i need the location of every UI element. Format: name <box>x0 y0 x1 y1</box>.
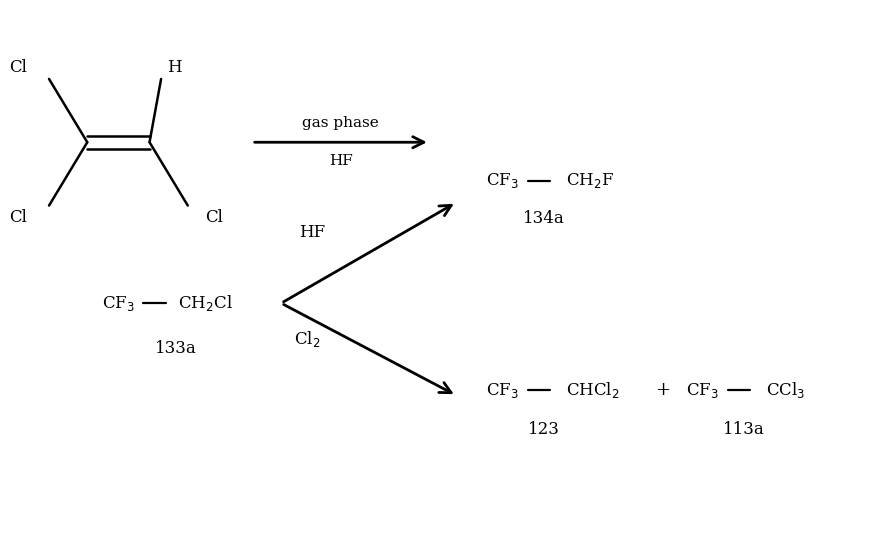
Text: H: H <box>167 59 181 76</box>
Text: 113a: 113a <box>722 421 763 438</box>
Text: 134a: 134a <box>522 210 564 227</box>
Text: gas phase: gas phase <box>302 117 379 131</box>
Text: 133a: 133a <box>156 340 197 357</box>
Text: CF$_3$: CF$_3$ <box>686 380 719 399</box>
Text: CF$_3$: CF$_3$ <box>485 171 519 190</box>
Text: CHCl$_2$: CHCl$_2$ <box>565 380 619 400</box>
Text: 123: 123 <box>527 421 559 438</box>
Text: HF: HF <box>299 224 325 241</box>
Text: HF: HF <box>328 154 352 168</box>
Text: Cl: Cl <box>9 59 27 76</box>
Text: Cl: Cl <box>206 209 224 226</box>
Text: CF$_3$: CF$_3$ <box>102 294 135 313</box>
Text: +: + <box>654 381 670 399</box>
Text: CH$_2$F: CH$_2$F <box>565 171 613 190</box>
Text: CH$_2$Cl: CH$_2$Cl <box>178 293 232 313</box>
Text: Cl: Cl <box>9 209 27 226</box>
Text: CCl$_3$: CCl$_3$ <box>765 380 805 400</box>
Text: Cl$_2$: Cl$_2$ <box>293 329 320 349</box>
Text: CF$_3$: CF$_3$ <box>485 380 519 399</box>
